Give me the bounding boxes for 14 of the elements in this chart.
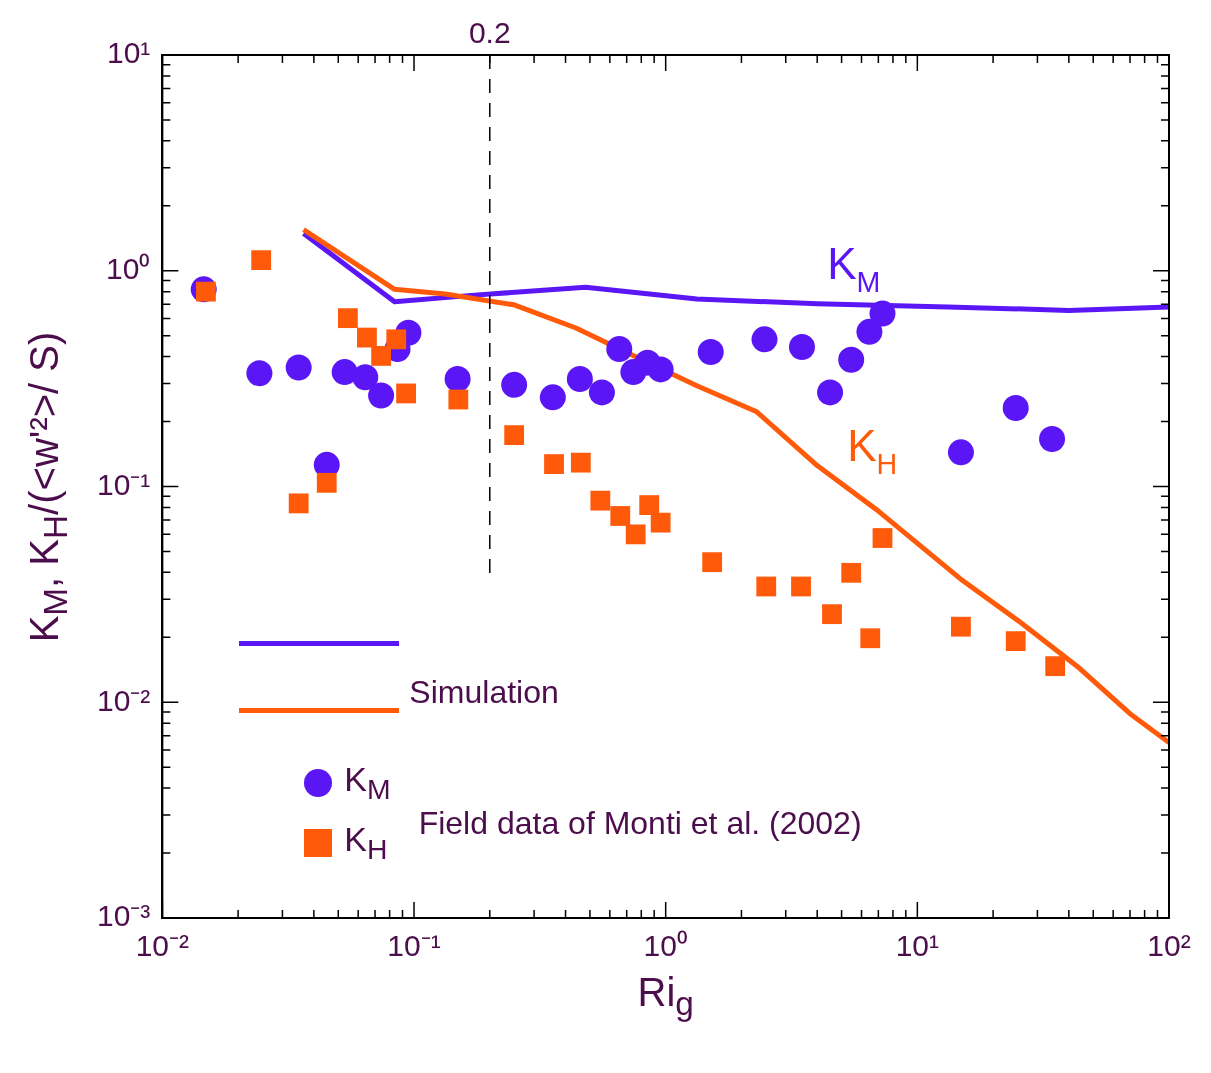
legend-label: K$_{H}$ <box>344 820 388 866</box>
x-tick-label: 10² <box>1147 929 1191 963</box>
y-tick-label: 10⁻¹ <box>97 467 151 501</box>
x-tick-label: 10⁻¹ <box>387 929 441 963</box>
annotation: Simulation <box>409 673 559 711</box>
legend-label: K$_{M}$ <box>344 760 391 806</box>
x-tick-label: 10⁰ <box>643 929 688 963</box>
x-tick-label: 10¹ <box>895 929 940 963</box>
y-tick-label: 10¹ <box>107 36 151 70</box>
annotation: Field data of Monti et al. (2002) <box>418 804 862 842</box>
x-axis-title: Ri$_{g}$ <box>637 970 694 1023</box>
y-tick-label: 10⁻² <box>97 683 151 717</box>
y-tick-label: 10⁰ <box>105 252 151 286</box>
ref-line-label: 0.2 <box>468 16 511 49</box>
